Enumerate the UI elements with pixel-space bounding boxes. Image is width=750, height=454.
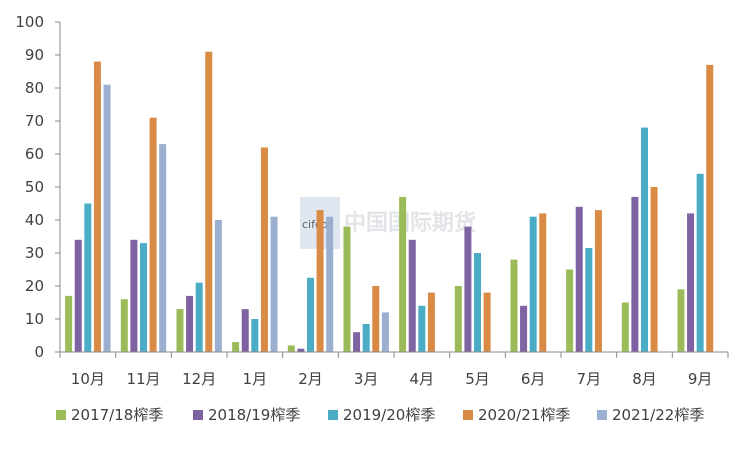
bar-3-9 bbox=[529, 216, 537, 352]
y-tick-label: 70 bbox=[25, 112, 44, 130]
x-tick-label: 3月 bbox=[354, 370, 379, 388]
bar-5-4 bbox=[270, 216, 278, 352]
bar-1-2 bbox=[120, 299, 128, 352]
bar-4-12 bbox=[706, 64, 714, 353]
bar-4-1 bbox=[93, 61, 101, 352]
legend-swatch bbox=[193, 410, 203, 420]
bar-3-11 bbox=[641, 127, 648, 352]
y-tick-label: 20 bbox=[25, 277, 44, 295]
legend-label: 2017/18榨季 bbox=[71, 406, 163, 424]
bar-5-1 bbox=[103, 84, 111, 352]
x-tick-label: 10月 bbox=[71, 370, 105, 388]
bar-1-7 bbox=[399, 196, 407, 352]
bar-4-8 bbox=[483, 292, 491, 352]
bar-4-3 bbox=[205, 51, 213, 352]
x-tick-label: 9月 bbox=[688, 370, 713, 388]
bar-4-7 bbox=[427, 292, 435, 352]
bar-1-10 bbox=[566, 269, 574, 352]
y-tick-label: 80 bbox=[25, 79, 44, 97]
x-tick-label: 11月 bbox=[126, 370, 160, 388]
bar-2-7 bbox=[408, 239, 416, 352]
y-axis-ticks: 0 10 20 30 40 50 60 70 80 90 100 bbox=[15, 13, 60, 361]
y-tick-label: 100 bbox=[15, 13, 44, 31]
bar-2-8 bbox=[464, 226, 472, 352]
bar-2-12 bbox=[687, 213, 695, 352]
x-tick-label: 5月 bbox=[465, 370, 490, 388]
bar-5-3 bbox=[214, 220, 222, 352]
bar-3-2 bbox=[140, 243, 147, 352]
bar-2-5 bbox=[297, 348, 305, 352]
bar-2-6 bbox=[353, 332, 361, 352]
watermark-logo-letters: cifco bbox=[302, 218, 328, 231]
bars-layer bbox=[65, 51, 714, 353]
y-tick-label: 0 bbox=[34, 343, 44, 361]
bar-2-11 bbox=[631, 196, 639, 352]
bar-3-1 bbox=[84, 203, 92, 352]
bar-1-9 bbox=[510, 259, 518, 352]
bar-3-7 bbox=[418, 305, 426, 352]
legend-label: 2018/19榨季 bbox=[208, 406, 300, 424]
bar-5-6 bbox=[381, 312, 389, 352]
bar-3-8 bbox=[474, 253, 481, 352]
x-axis-ticks: 10月 11月 12月 1月 2月 3月 4月 5月 6月 7月 8月 9月 bbox=[71, 370, 713, 388]
legend-label: 2019/20榨季 bbox=[343, 406, 435, 424]
bar-1-3 bbox=[176, 309, 184, 352]
bar-2-9 bbox=[520, 305, 528, 352]
bar-4-4 bbox=[260, 147, 268, 352]
bar-4-6 bbox=[372, 286, 380, 352]
bar-2-4 bbox=[241, 309, 249, 352]
bar-1-6 bbox=[343, 226, 351, 352]
x-tick-label: 4月 bbox=[410, 370, 435, 388]
watermark-text: 中国国际期货 bbox=[344, 210, 476, 236]
y-tick-label: 10 bbox=[25, 310, 44, 328]
bar-1-12 bbox=[677, 289, 685, 352]
bar-1-1 bbox=[65, 295, 73, 352]
legend-swatch bbox=[328, 410, 338, 420]
legend-label: 2021/22榨季 bbox=[612, 406, 704, 424]
bar-2-3 bbox=[186, 295, 194, 352]
bar-1-8 bbox=[454, 286, 462, 352]
y-tick-label: 40 bbox=[25, 211, 44, 229]
bar-1-11 bbox=[621, 302, 629, 352]
bar-3-12 bbox=[696, 173, 704, 352]
bar-3-6 bbox=[362, 323, 370, 352]
x-tick-label: 2月 bbox=[298, 370, 323, 388]
y-tick-label: 60 bbox=[25, 145, 44, 163]
bar-1-4 bbox=[232, 342, 240, 352]
legend-swatch bbox=[56, 410, 66, 420]
bar-2-10 bbox=[575, 206, 583, 352]
y-tick-label: 30 bbox=[25, 244, 44, 262]
bar-3-3 bbox=[195, 282, 203, 352]
x-tick-label: 6月 bbox=[521, 370, 546, 388]
bar-4-5 bbox=[316, 210, 324, 352]
bar-4-9 bbox=[539, 213, 547, 352]
x-tick-label: 1月 bbox=[243, 370, 268, 388]
bar-3-5 bbox=[307, 277, 314, 352]
x-tick-label: 7月 bbox=[577, 370, 602, 388]
y-tick-label: 90 bbox=[25, 46, 44, 64]
legend: 2017/18榨季 2018/19榨季 2019/20榨季 2020/21榨季 2021… bbox=[56, 406, 704, 424]
bar-3-10 bbox=[585, 248, 593, 352]
x-tick-label: 12月 bbox=[182, 370, 216, 388]
legend-swatch bbox=[597, 410, 607, 420]
bar-4-2 bbox=[149, 117, 157, 352]
bar-2-2 bbox=[130, 239, 138, 352]
x-tick-label: 8月 bbox=[632, 370, 657, 388]
bar-5-2 bbox=[159, 144, 167, 352]
bar-1-5 bbox=[287, 345, 295, 352]
bar-2-1 bbox=[74, 239, 82, 352]
bar-4-11 bbox=[650, 187, 658, 352]
legend-swatch bbox=[463, 410, 473, 420]
bar-4-10 bbox=[594, 210, 602, 352]
bar-3-4 bbox=[251, 319, 259, 352]
bar-5-5 bbox=[326, 216, 334, 352]
legend-label: 2020/21榨季 bbox=[478, 406, 570, 424]
y-tick-label: 50 bbox=[25, 178, 44, 196]
